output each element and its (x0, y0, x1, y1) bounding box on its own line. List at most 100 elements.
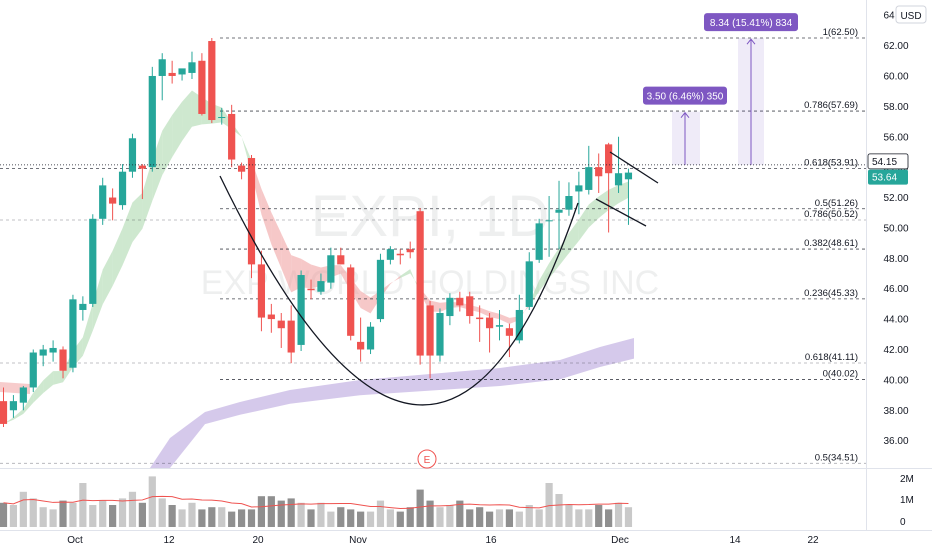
candle-body (0, 401, 8, 424)
time-tick-label: Dec (611, 535, 629, 546)
volume-bar (376, 500, 385, 527)
volume-bar (89, 505, 97, 527)
candle-body (218, 117, 226, 118)
candle-body (9, 401, 18, 411)
candle-body (505, 328, 514, 336)
volume-bar (148, 476, 156, 527)
volume-bar (436, 507, 444, 527)
candle-body (585, 167, 593, 190)
candle-body (555, 209, 563, 213)
ema-band-segment (43, 371, 54, 394)
volume-bar (396, 511, 404, 527)
volume-bar (337, 507, 345, 527)
fib-level-label: 0.5(51.26) (815, 198, 858, 209)
ema-band-segment (92, 269, 103, 331)
time-axis[interactable]: Oct 12 20 Nov 16 Dec 14 22 (67, 535, 819, 546)
candle-body (366, 326, 375, 350)
volume-bar (555, 494, 563, 527)
volume-bar (208, 507, 216, 527)
candle-body (605, 144, 613, 174)
candle-body (109, 197, 117, 204)
volume-bar (426, 500, 434, 527)
candle-body (257, 264, 266, 318)
ema-band-segment (489, 311, 500, 320)
volume-bar (476, 507, 484, 527)
volume-bar (347, 509, 355, 527)
candle-body (614, 173, 623, 186)
volume-bar (515, 511, 523, 527)
candle-body (337, 255, 345, 265)
candle-body (317, 281, 325, 292)
volume-bar (99, 500, 107, 527)
candle-body (247, 158, 256, 265)
ema-band-segment (618, 181, 629, 204)
ema-band-segment (82, 303, 93, 356)
volume-bar (297, 502, 305, 527)
price-tick-label: 50.00 (883, 223, 908, 234)
fib-level-label: 0.236(45.33) (804, 288, 858, 299)
volume-bar (485, 511, 494, 527)
ema-band-segment (499, 313, 510, 324)
volume-bar (317, 502, 325, 527)
handle-lower-line (595, 198, 647, 227)
ema-band-segment (182, 90, 192, 142)
ema-band-segment (152, 130, 163, 202)
ema-band-segment (23, 392, 34, 414)
volume-bar (49, 509, 57, 527)
fib-level-label: 0.382(48.61) (804, 238, 858, 249)
ema-band-segment (142, 159, 153, 229)
price-badges: 54.15 53.64 (0, 153, 909, 185)
candle-body (476, 317, 484, 320)
volume-bar (585, 509, 593, 527)
candle-body (69, 299, 77, 368)
price-tick-label: 56.00 (883, 132, 908, 143)
price-tick-label: 48.00 (883, 254, 908, 265)
handle-upper-line (609, 151, 659, 184)
volume-bars (0, 476, 633, 527)
volume-bar (565, 505, 573, 527)
fib-level-label: 0.5(34.51) (815, 452, 858, 463)
measure-label-box (643, 86, 727, 105)
price-tick-label: 44.00 (883, 315, 908, 326)
candle-body (188, 62, 196, 73)
candle-body (128, 138, 137, 172)
fib-level-label: 0.786(57.69) (804, 100, 858, 111)
candle-body (198, 60, 206, 114)
ema-band-segment (588, 196, 599, 228)
volume-bar (9, 505, 18, 527)
candle-body (99, 185, 107, 219)
volume-bar (267, 496, 275, 527)
earnings-marker[interactable]: E (417, 449, 437, 469)
ema-band-segment (102, 250, 113, 305)
time-tick-label: 22 (807, 535, 819, 546)
candlesticks (0, 37, 633, 427)
candle-body (436, 313, 444, 356)
price-axis[interactable]: 36.00 38.00 40.00 42.00 44.00 46.00 48.00 50.00… (883, 11, 908, 447)
candle-body (89, 218, 97, 304)
ema-band-segment (281, 233, 292, 293)
ema-band-segment (559, 233, 569, 266)
candle-body (158, 59, 166, 76)
measure-label: 3.50 (6.46%) 350 (647, 92, 724, 103)
measure-arrow-head (746, 38, 756, 45)
volume-bar (495, 509, 504, 527)
price-tick-label: 52.00 (883, 193, 908, 204)
candle-body (624, 172, 633, 180)
price-tick-label: 40.00 (883, 375, 908, 386)
price-range-measures: 3.50 (6.46%) 350 8.34 (15.41%) 834 (643, 13, 798, 165)
volume-bar (257, 496, 266, 527)
candle-body (347, 267, 355, 336)
fib-level-label: 0(40.02) (823, 369, 858, 380)
volume-bar (416, 489, 424, 527)
volume-bar (327, 511, 335, 527)
candle-body (59, 349, 67, 371)
candle-body (49, 347, 57, 353)
ema-band-segment (33, 380, 44, 403)
candle-body (357, 341, 365, 350)
candle-body (565, 196, 573, 210)
volume-bar (178, 509, 186, 527)
watermark-ticker: EXPI, 1D (311, 184, 550, 249)
candle-body (208, 41, 216, 121)
volume-bar (456, 500, 464, 527)
